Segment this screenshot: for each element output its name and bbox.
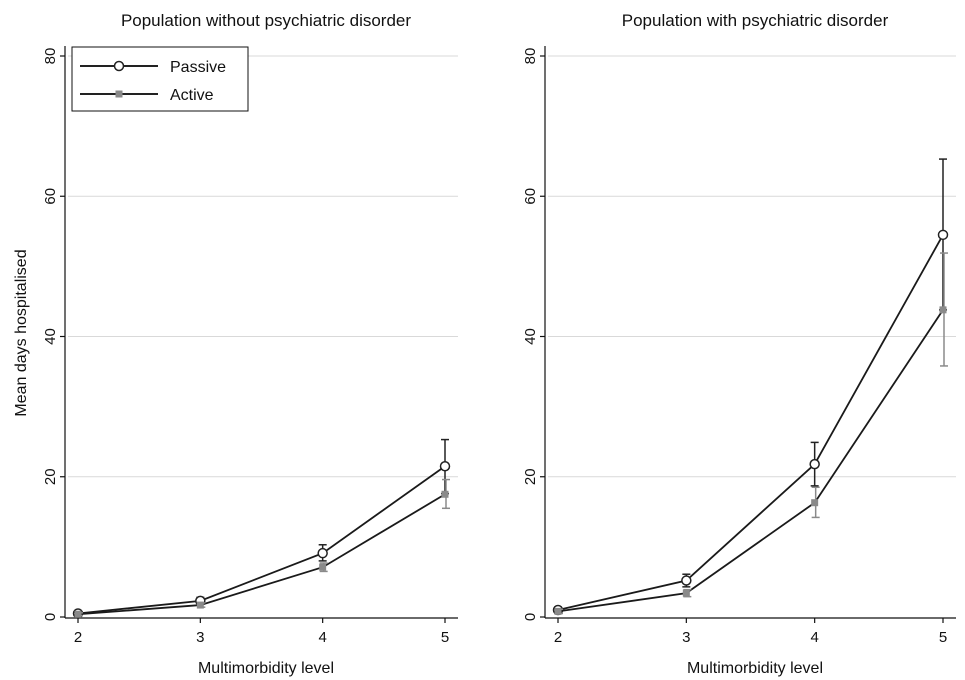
legend-marker-active <box>115 90 123 98</box>
x-tick-label: 2 <box>554 629 562 646</box>
point-active <box>74 610 82 618</box>
legend-marker-passive <box>113 60 125 72</box>
point-active <box>196 601 204 609</box>
y-tick-label: 0 <box>42 613 59 621</box>
point-passive <box>937 229 949 241</box>
series-line-active <box>557 309 944 613</box>
y-tick-label: 80 <box>42 48 59 65</box>
y-tick-label: 20 <box>42 468 59 485</box>
legend-box <box>71 46 249 112</box>
legend: Passive Active <box>71 46 249 112</box>
x-tick-label: 5 <box>939 629 947 646</box>
y-tick-label: 0 <box>522 613 539 621</box>
legend-label-active: Active <box>170 87 214 104</box>
y-tick-label: 60 <box>522 188 539 205</box>
point-passive <box>439 460 451 472</box>
point-active <box>682 589 690 597</box>
point-active <box>319 563 327 571</box>
series-line-active <box>77 493 446 616</box>
legend-label-passive: Passive <box>170 59 226 76</box>
series-line-passive <box>557 234 944 611</box>
y-axis-label: Mean days hospitalised <box>13 249 30 416</box>
series-line-passive <box>77 465 446 615</box>
point-active <box>811 499 819 507</box>
panel-without-psychiatric-disorder: Population without psychiatric disorder … <box>13 11 458 677</box>
y-tick-label: 20 <box>522 468 539 485</box>
x-tick-label: 4 <box>318 629 326 646</box>
point-passive <box>809 458 820 470</box>
point-active <box>441 490 449 498</box>
panel-with-psychiatric-disorder: Population with psychiatric disorder Mul… <box>522 11 956 677</box>
x-tick-label: 4 <box>810 629 818 646</box>
y-tick-label: 40 <box>42 328 59 345</box>
x-tick-label: 5 <box>441 629 449 646</box>
point-passive <box>681 575 692 586</box>
point-active <box>939 306 947 314</box>
y-tick-label: 60 <box>42 188 59 205</box>
y-tick-label: 80 <box>522 48 539 65</box>
panel-title: Population with psychiatric disorder <box>622 11 889 30</box>
x-tick-label: 2 <box>74 629 82 646</box>
plot-area: 0 20 40 60 80 2 3 4 5 <box>522 46 956 646</box>
x-tick-label: 3 <box>682 629 690 646</box>
x-axis-label: Multimorbidity level <box>198 660 334 677</box>
point-active <box>554 607 562 615</box>
point-passive <box>317 547 328 559</box>
y-tick-label: 40 <box>522 328 539 345</box>
x-axis-label: Multimorbidity level <box>687 660 823 677</box>
x-tick-label: 3 <box>196 629 204 646</box>
panel-title: Population without psychiatric disorder <box>121 11 411 30</box>
